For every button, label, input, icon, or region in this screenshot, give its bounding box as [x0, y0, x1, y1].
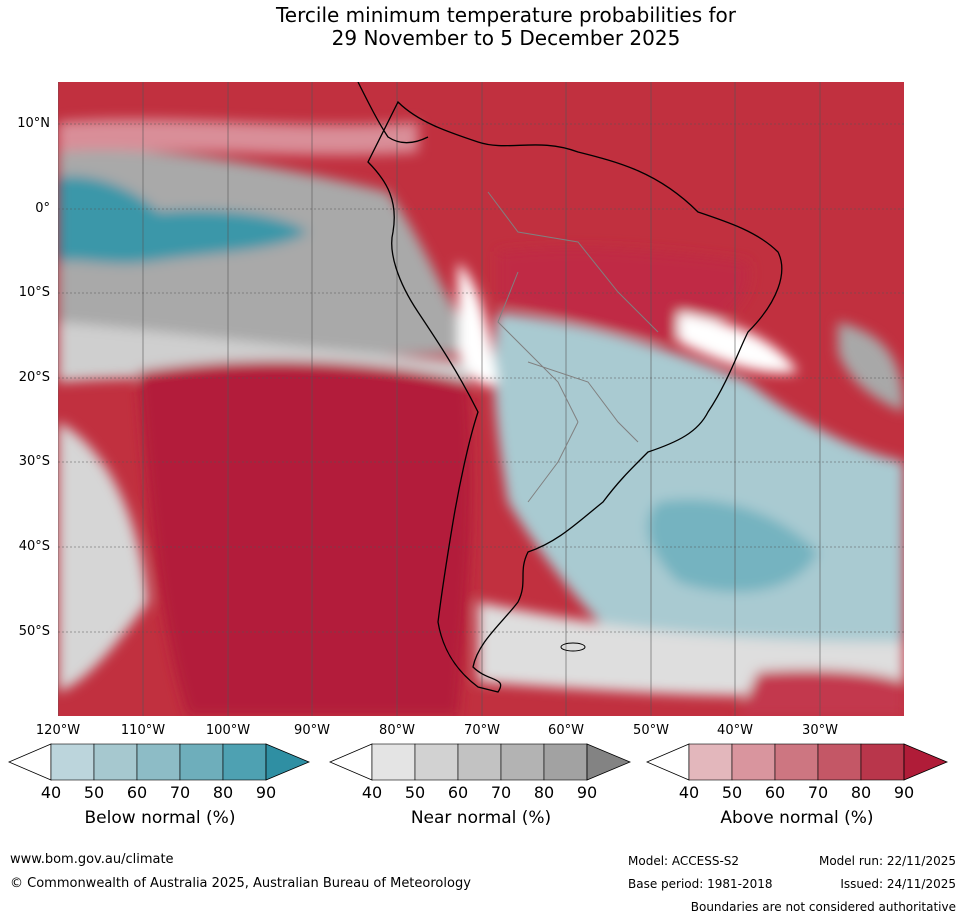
map-title: Tercile minimum temperature probabilitie…: [0, 4, 965, 50]
lon-label-120w: 120°W: [35, 723, 81, 738]
colorbar-extend-high: [586, 743, 631, 781]
colorbar-cell: [179, 743, 224, 781]
colorbar-cell: [371, 743, 416, 781]
colorbar-tick-label: 90: [255, 783, 277, 802]
colorbar-below-label: Below normal (%): [84, 808, 236, 828]
colorbar-cell: [731, 743, 776, 781]
above-light-region: [58, 119, 418, 157]
colorbar-tick-label: 40: [40, 783, 62, 802]
colorbar-near-label: Near normal (%): [410, 808, 552, 828]
lon-label-40w: 40°W: [717, 723, 753, 738]
colorbar-tick-label: 80: [850, 783, 872, 802]
issued-date: Issued: 24/11/2025: [840, 877, 956, 891]
colorbar-cell: [414, 743, 459, 781]
white-zone-brazil: [678, 312, 798, 373]
south-america-coastline: [367, 100, 783, 693]
colorbar-tick-label: 90: [576, 783, 598, 802]
base-period: Base period: 1981-2018: [628, 877, 773, 891]
colorbar-cell: [860, 743, 905, 781]
lat-label-50s: 50°S: [18, 624, 50, 639]
below-normal-region-pacific: [58, 176, 308, 264]
colorbar-cell: [50, 743, 95, 781]
lon-label-110w: 110°W: [120, 723, 166, 738]
lat-label-10s: 10°S: [18, 285, 50, 300]
website-link[interactable]: www.bom.gov.au/climate: [10, 852, 174, 867]
colorbar-tick-label: 50: [83, 783, 105, 802]
colorbar-cell: [688, 743, 733, 781]
colorbar-tick-label: 70: [490, 783, 512, 802]
colorbar-tick-label: 70: [807, 783, 829, 802]
model-name: Model: ACCESS-S2: [628, 854, 740, 868]
colorbar-tick-label: 90: [893, 783, 915, 802]
lon-label-50w: 50°W: [633, 723, 669, 738]
lon-label-30w: 30°W: [802, 723, 838, 738]
lon-label-70w: 70°W: [464, 723, 500, 738]
colorbar-above-label: Above normal (%): [720, 808, 874, 828]
lat-label-40s: 40°S: [18, 539, 50, 554]
colorbar-extend-low: [646, 743, 690, 781]
colorbar-above: [646, 743, 948, 781]
colorbar-tick-label: 80: [212, 783, 234, 802]
colorbar-tick-label: 40: [678, 783, 700, 802]
below-normal-core-atlantic: [647, 499, 818, 592]
colorbar-tick-label: 40: [361, 783, 383, 802]
colorbar-cell: [817, 743, 862, 781]
lon-label-60w: 60°W: [548, 723, 584, 738]
colorbar-tick-label: 60: [764, 783, 786, 802]
colorbar-tick-label: 50: [404, 783, 426, 802]
colorbar-extend-high: [903, 743, 948, 781]
graticule-meridians: [58, 82, 821, 716]
probability-map: [58, 82, 904, 716]
colorbar-cell: [93, 743, 138, 781]
lon-label-100w: 100°W: [205, 723, 251, 738]
copyright-text: © Commonwealth of Australia 2025, Austra…: [10, 876, 471, 891]
central-america-coastline: [357, 82, 429, 144]
colorbar-tick-label: 60: [447, 783, 469, 802]
lat-label-10n: 10°N: [17, 116, 50, 131]
colorbar-cell: [500, 743, 545, 781]
colorbar-tick-label: 70: [169, 783, 191, 802]
title-line-1: Tercile minimum temperature probabilitie…: [275, 3, 737, 27]
colorbar-cell: [774, 743, 819, 781]
colorbar-cell: [222, 743, 267, 781]
colorbar-near: [329, 743, 631, 781]
lon-label-80w: 80°W: [379, 723, 415, 738]
above-normal-south-atlantic: [738, 670, 904, 716]
colorbar-extend-low: [8, 743, 52, 781]
boundary-disclaimer: Boundaries are not considered authoritat…: [690, 900, 956, 914]
colorbar-extend-high: [265, 743, 310, 781]
above-normal-core: [138, 361, 473, 716]
colorbar-extend-low: [329, 743, 373, 781]
lat-label-20s: 20°S: [18, 370, 50, 385]
colorbar-tick-label: 50: [721, 783, 743, 802]
colorbar-cell: [136, 743, 181, 781]
colorbar-cell: [543, 743, 588, 781]
near-normal-light-southwest: [58, 422, 148, 692]
near-normal-east-atlantic: [838, 322, 904, 412]
lat-label-0: 0°: [35, 201, 50, 216]
lat-label-30s: 30°S: [18, 454, 50, 469]
graticule: [58, 123, 904, 633]
falkland-islands: [560, 642, 586, 652]
colorbar-tick-label: 60: [126, 783, 148, 802]
title-line-2: 29 November to 5 December 2025: [331, 26, 681, 50]
colorbar-cell: [457, 743, 502, 781]
colorbar-below: [8, 743, 310, 781]
colorbar-tick-label: 80: [533, 783, 555, 802]
country-borders: [487, 191, 659, 503]
near-normal-region: [58, 150, 478, 355]
map-canvas: [58, 82, 904, 716]
model-run-date: Model run: 22/11/2025: [818, 854, 956, 868]
lon-label-90w: 90°W: [294, 723, 330, 738]
